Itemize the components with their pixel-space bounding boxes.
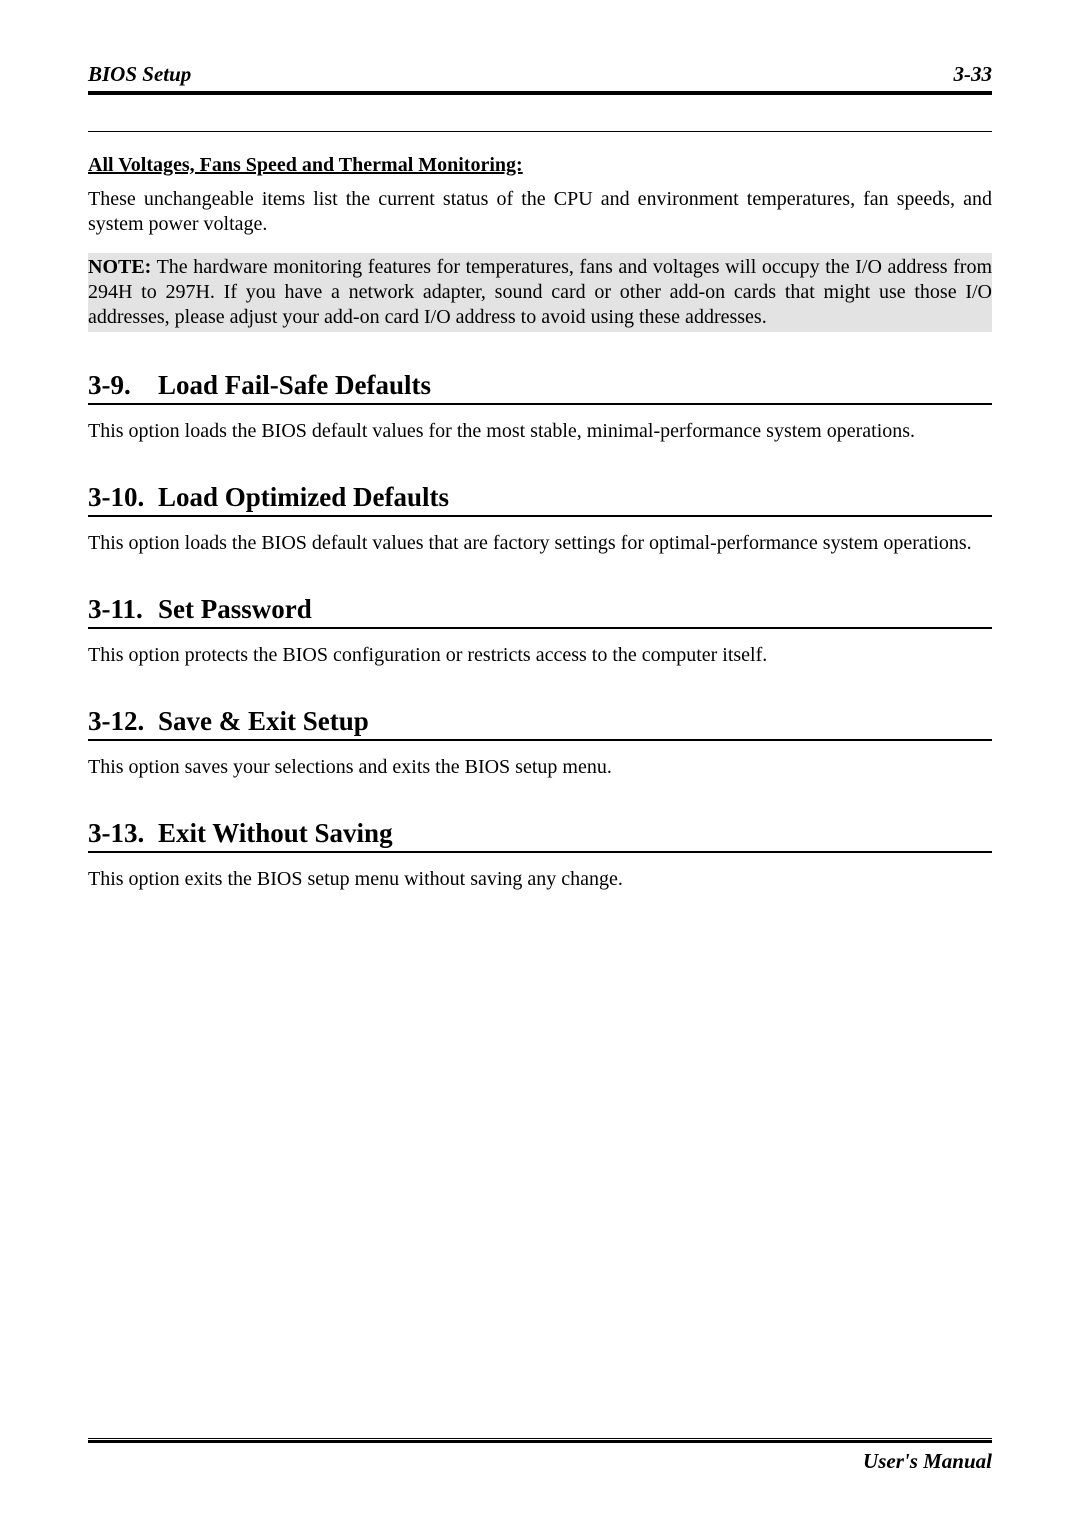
- section-heading: 3-12. Save & Exit Setup: [88, 706, 992, 741]
- section-3-12: 3-12. Save & Exit Setup This option save…: [88, 706, 992, 780]
- section-title: Exit Without Saving: [158, 818, 393, 849]
- section-3-10: 3-10. Load Optimized Defaults This optio…: [88, 482, 992, 556]
- footer-rule-thick: [88, 1440, 992, 1443]
- section-title: Save & Exit Setup: [158, 706, 369, 737]
- note-body: The hardware monitoring features for tem…: [88, 256, 992, 328]
- subsection-title: All Voltages, Fans Speed and Thermal Mon…: [88, 154, 992, 177]
- section-title: Set Password: [158, 594, 312, 625]
- section-number: 3-10.: [88, 482, 158, 513]
- section-body: This option exits the BIOS setup menu wi…: [88, 867, 992, 892]
- footer-text: User's Manual: [88, 1449, 992, 1474]
- content-area: All Voltages, Fans Speed and Thermal Mon…: [88, 131, 992, 892]
- header-rule-thin: [88, 94, 992, 95]
- section-heading: 3-13. Exit Without Saving: [88, 818, 992, 853]
- section-body: This option protects the BIOS configurat…: [88, 643, 992, 668]
- note-label: NOTE:: [88, 256, 151, 278]
- header-left: BIOS Setup: [88, 62, 191, 87]
- header-right: 3-33: [954, 62, 993, 87]
- section-number: 3-11.: [88, 594, 158, 625]
- section-number: 3-13.: [88, 818, 158, 849]
- section-body: This option loads the BIOS default value…: [88, 419, 992, 444]
- section-number: 3-9.: [88, 370, 158, 401]
- section-body: This option loads the BIOS default value…: [88, 531, 992, 556]
- section-3-13: 3-13. Exit Without Saving This option ex…: [88, 818, 992, 892]
- section-body: This option saves your selections and ex…: [88, 755, 992, 780]
- page: BIOS Setup 3-33 All Voltages, Fans Speed…: [0, 0, 1080, 1529]
- section-3-11: 3-11. Set Password This option protects …: [88, 594, 992, 668]
- section-heading: 3-9. Load Fail-Safe Defaults: [88, 370, 992, 405]
- section-number: 3-12.: [88, 706, 158, 737]
- page-header: BIOS Setup 3-33: [88, 62, 992, 91]
- intro-paragraph: These unchangeable items list the curren…: [88, 187, 992, 237]
- page-footer: User's Manual: [88, 1438, 992, 1474]
- section-title: Load Optimized Defaults: [158, 482, 449, 513]
- section-heading: 3-10. Load Optimized Defaults: [88, 482, 992, 517]
- note-block: NOTE: The hardware monitoring features f…: [88, 253, 992, 332]
- section-3-9: 3-9. Load Fail-Safe Defaults This option…: [88, 370, 992, 444]
- section-title: Load Fail-Safe Defaults: [158, 370, 431, 401]
- section-heading: 3-11. Set Password: [88, 594, 992, 629]
- content-top-rule: [88, 131, 992, 132]
